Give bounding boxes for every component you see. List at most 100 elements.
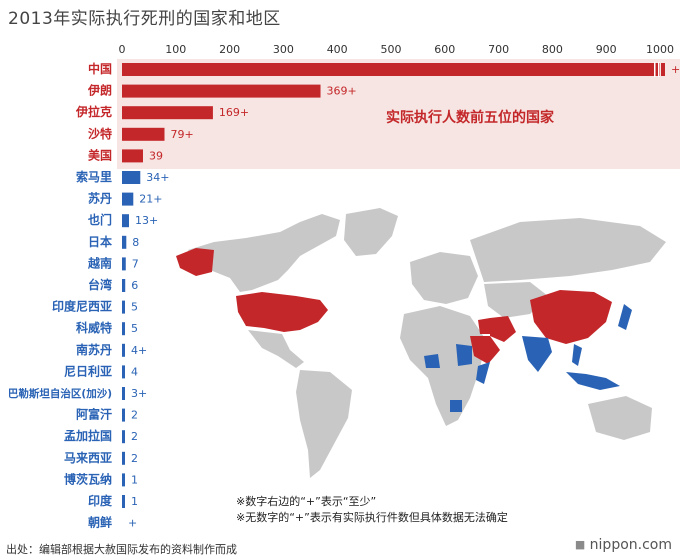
category-label: 科威特 xyxy=(76,320,112,335)
note-plus-meaning: ※数字右边的“+”表示“至少” xyxy=(236,495,377,508)
bar xyxy=(122,279,126,292)
value-label: 34+ xyxy=(146,171,169,184)
category-label: 阿富汗 xyxy=(76,407,112,422)
category-label: 南苏丹 xyxy=(76,342,112,357)
value-label: 13+ xyxy=(135,214,158,227)
category-label: 巴勒斯坦自治区(加沙) xyxy=(8,387,112,400)
map-sudan xyxy=(456,344,472,366)
category-labels: 中国伊朗伊拉克沙特美国索马里苏丹也门日本越南台湾印度尼西亚科威特南苏丹尼日利亚巴… xyxy=(8,61,113,530)
bar xyxy=(122,322,125,336)
x-tick-label: 800 xyxy=(542,43,563,56)
bar xyxy=(122,408,125,422)
source-note: 出处：编辑部根据大赦国际发布的资料制作而成 xyxy=(6,543,237,556)
value-label: 369+ xyxy=(327,85,357,98)
bar xyxy=(122,257,126,271)
category-label: 伊拉克 xyxy=(75,104,112,119)
map-china xyxy=(530,290,612,344)
category-label: 日本 xyxy=(88,234,112,249)
map-alaska xyxy=(176,248,214,276)
bar xyxy=(122,495,125,508)
top5-annotation: 实际执行人数前五位的国家 xyxy=(386,109,555,126)
map-somalia xyxy=(476,362,490,384)
x-tick-label: 500 xyxy=(381,43,402,56)
category-label: 美国 xyxy=(88,147,112,162)
category-label: 越南 xyxy=(87,255,112,270)
bar xyxy=(122,473,125,487)
value-label: 4+ xyxy=(131,344,147,357)
map-north-america xyxy=(188,214,340,292)
x-tick-label: 900 xyxy=(596,43,617,56)
category-label: 也门 xyxy=(88,212,112,227)
map-europe xyxy=(410,252,478,304)
map-australia xyxy=(588,396,652,440)
map-botswana xyxy=(450,400,462,412)
category-label: 伊朗 xyxy=(87,83,112,98)
bar xyxy=(122,300,125,314)
value-label: 1 xyxy=(131,495,138,508)
bar xyxy=(122,235,127,249)
bar xyxy=(122,387,125,400)
x-tick-label: 600 xyxy=(434,43,455,56)
map-usa xyxy=(236,292,328,332)
value-label: 21+ xyxy=(139,193,162,206)
value-label: 5 xyxy=(131,322,138,335)
value-label: 7 xyxy=(132,257,139,270)
value-label: 169+ xyxy=(219,106,249,119)
category-label: 苏丹 xyxy=(88,191,112,206)
map-iraq xyxy=(478,318,490,334)
bar xyxy=(122,192,134,206)
value-label: 6 xyxy=(131,279,138,292)
value-label: + xyxy=(671,63,680,76)
x-axis: 0 100 200 300 400 500 600 700 800 900 1000 xyxy=(119,43,675,56)
bar xyxy=(122,149,143,163)
bar xyxy=(122,451,125,465)
category-label: 尼日利亚 xyxy=(64,363,112,378)
category-label: 台湾 xyxy=(88,277,112,292)
map-iran xyxy=(490,316,516,342)
note-plus-without-number: ※无数字的“+”表示有实际执行件数但具体数据无法确定 xyxy=(236,511,508,524)
bar xyxy=(122,127,165,141)
value-label: 2 xyxy=(131,409,138,422)
bar xyxy=(122,106,213,120)
value-label: 8 xyxy=(132,236,139,249)
value-labels: +369+ 169+ 79+ 39 34+ 21+ 13+ 8 7 6 5 5 4+ 4 3+ 2 2 2 1 1 + xyxy=(128,63,680,530)
category-label: 博茨瓦纳 xyxy=(64,471,112,486)
x-tick-label: 200 xyxy=(219,43,240,56)
brand-logo: ■ nippon.com xyxy=(574,537,672,553)
bar-break-mark xyxy=(654,62,656,77)
category-label: 索马里 xyxy=(76,169,112,184)
world-map xyxy=(176,208,666,478)
bar xyxy=(122,171,141,184)
x-tick-label: 0 xyxy=(119,43,126,56)
chart-title: 2013年实际执行死刑的国家和地区 xyxy=(8,9,281,29)
map-japan xyxy=(618,304,632,330)
value-label: 79+ xyxy=(171,128,194,141)
bar xyxy=(122,214,129,228)
map-south-america xyxy=(296,370,352,478)
map-india xyxy=(522,336,552,372)
bar xyxy=(122,430,125,444)
value-label: 4 xyxy=(131,365,138,378)
map-nigeria xyxy=(424,354,440,368)
x-tick-label: 700 xyxy=(488,43,509,56)
map-mexico xyxy=(248,330,304,368)
x-tick-label: 1000 xyxy=(646,43,674,56)
value-label: 3+ xyxy=(131,387,147,400)
value-label: 2 xyxy=(131,452,138,465)
map-saudi-arabia xyxy=(470,336,500,364)
map-indonesia xyxy=(566,372,620,390)
category-label: 沙特 xyxy=(88,126,112,141)
bar xyxy=(122,63,660,76)
category-label: 印度 xyxy=(88,493,113,508)
map-vietnam xyxy=(572,344,582,366)
map-greenland xyxy=(344,208,398,256)
bar xyxy=(122,84,321,98)
value-label: 39 xyxy=(149,149,163,162)
brand-text: nippon.com xyxy=(589,537,672,553)
map-russia xyxy=(470,218,666,282)
x-tick-label: 300 xyxy=(273,43,294,56)
category-label: 印度尼西亚 xyxy=(52,299,112,314)
category-label: 中国 xyxy=(88,61,112,76)
category-label: 马来西亚 xyxy=(64,450,112,465)
